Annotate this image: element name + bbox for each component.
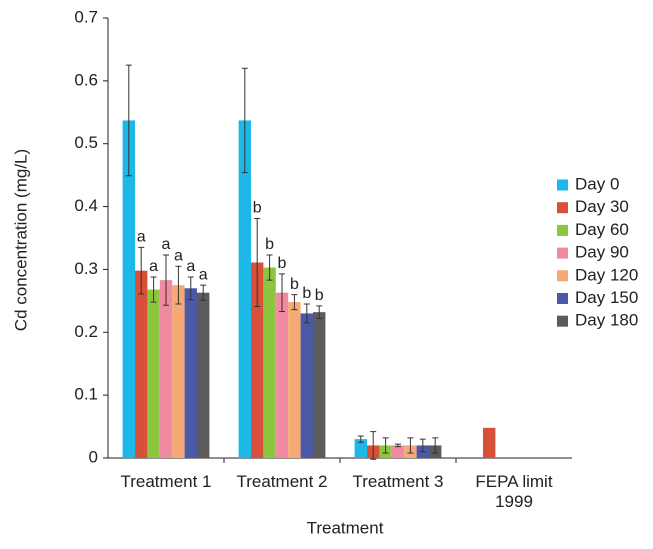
bar-annotation: a bbox=[199, 266, 208, 283]
x-axis-label: Treatment bbox=[307, 518, 384, 537]
legend-swatch bbox=[557, 179, 568, 191]
y-tick-label: 0.6 bbox=[74, 70, 98, 89]
bar bbox=[483, 427, 496, 458]
x-tick-label: FEPA limit 1999 bbox=[475, 472, 553, 511]
error-bar bbox=[303, 303, 310, 324]
bar-annotation: b bbox=[278, 255, 287, 272]
y-tick-label: 0.4 bbox=[74, 196, 98, 215]
error-bar bbox=[407, 437, 414, 454]
x-tick-label: Treatment 3 bbox=[352, 472, 444, 491]
y-tick-label: 0.3 bbox=[74, 259, 98, 278]
error-bar bbox=[432, 437, 439, 454]
y-tick-label: 0.2 bbox=[74, 322, 98, 341]
bar-annotation: a bbox=[162, 236, 171, 253]
x-tick-label: Treatment 2 bbox=[236, 472, 328, 491]
error-bar bbox=[370, 431, 377, 460]
bar bbox=[391, 445, 405, 458]
bar bbox=[354, 439, 367, 458]
bar bbox=[275, 292, 289, 458]
bar-annotation: b bbox=[253, 200, 262, 217]
legend-swatch bbox=[557, 224, 568, 236]
bar bbox=[122, 120, 135, 458]
bar bbox=[251, 262, 264, 458]
legend-label: Day 180 bbox=[575, 311, 638, 330]
bar-annotation: a bbox=[137, 229, 146, 246]
error-bar bbox=[357, 435, 364, 443]
bar-annotation: a bbox=[186, 258, 195, 275]
error-bar bbox=[279, 273, 285, 313]
legend-label: Day 30 bbox=[575, 197, 629, 216]
x-tick-label: Treatment 1 bbox=[120, 472, 212, 491]
legend-swatch bbox=[557, 247, 568, 259]
bar bbox=[288, 302, 301, 458]
legend-label: Day 0 bbox=[575, 174, 619, 193]
y-tick-label: 0.5 bbox=[74, 133, 98, 152]
y-axis-label: Cd concentration (mg/L) bbox=[11, 149, 30, 331]
error-bar bbox=[138, 246, 145, 295]
bar bbox=[184, 288, 197, 458]
error-bar bbox=[125, 64, 132, 177]
error-bar bbox=[254, 218, 261, 308]
error-bar bbox=[200, 284, 207, 301]
bar-annotation: a bbox=[174, 248, 183, 265]
bar bbox=[172, 285, 185, 458]
bar bbox=[313, 312, 326, 458]
error-bar bbox=[187, 276, 194, 301]
bar-annotation: b bbox=[315, 287, 324, 304]
error-bar bbox=[150, 276, 157, 303]
error-bar bbox=[175, 265, 182, 305]
legend-swatch bbox=[557, 293, 568, 304]
legend-swatch bbox=[557, 202, 568, 214]
bar bbox=[263, 267, 276, 458]
bar bbox=[238, 120, 251, 458]
bar bbox=[159, 280, 173, 458]
bar-annotation: b bbox=[265, 236, 274, 253]
bar bbox=[147, 289, 160, 458]
bar-annotation: a bbox=[149, 258, 158, 275]
error-bar bbox=[266, 254, 273, 281]
error-bar bbox=[291, 294, 298, 311]
error-bar bbox=[382, 437, 389, 454]
legend-label: Day 120 bbox=[575, 265, 638, 284]
bar-annotation: b bbox=[302, 285, 311, 302]
error-bar bbox=[419, 438, 426, 453]
error-bar bbox=[316, 305, 323, 319]
legend-swatch bbox=[557, 270, 568, 282]
error-bar bbox=[395, 443, 401, 448]
bar bbox=[197, 292, 210, 458]
error-bar bbox=[241, 67, 248, 174]
bar bbox=[135, 270, 148, 458]
bar-annotation: b bbox=[290, 276, 299, 293]
legend-label: Day 90 bbox=[575, 243, 629, 262]
legend-label: Day 60 bbox=[575, 220, 629, 239]
legend-swatch bbox=[557, 315, 568, 327]
error-bar bbox=[163, 254, 169, 306]
y-tick-label: 0 bbox=[89, 447, 98, 466]
y-tick-label: 0.7 bbox=[74, 7, 98, 26]
y-tick-label: 0.1 bbox=[74, 385, 98, 404]
bar bbox=[300, 313, 313, 458]
legend-label: Day 150 bbox=[575, 288, 638, 307]
